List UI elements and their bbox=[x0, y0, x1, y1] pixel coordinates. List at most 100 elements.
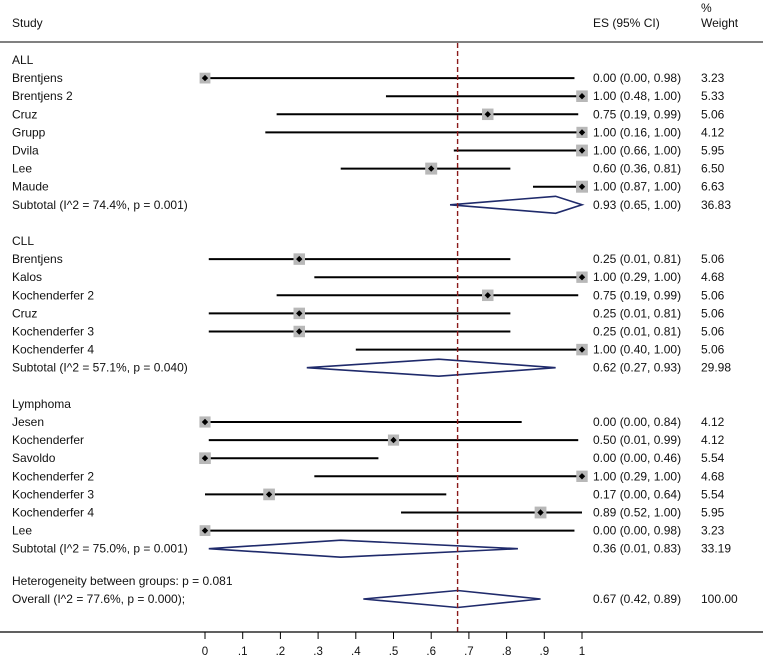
group-lymphoma-study-4-ci-text: 1.00 (0.29, 1.00) bbox=[593, 469, 681, 483]
group-lymphoma-study-4-point bbox=[578, 473, 586, 480]
header-study: Study bbox=[12, 16, 43, 30]
x-tick-label-5: .5 bbox=[389, 646, 399, 658]
group-cll-study-3-ci-text: 0.75 (0.19, 0.99) bbox=[593, 288, 681, 302]
x-tick-label-7: .7 bbox=[464, 646, 474, 658]
group-cll-study-4-weight-text: 5.06 bbox=[701, 306, 725, 320]
group-lymphoma-study-6-label: Kochenderfer 4 bbox=[12, 506, 94, 520]
group-all-title: ALL bbox=[12, 53, 34, 67]
group-all-study-5-point bbox=[578, 147, 586, 154]
group-all-study-4-ci-text: 1.00 (0.16, 1.00) bbox=[593, 125, 681, 139]
group-all-study-6-label: Lee bbox=[12, 162, 32, 176]
group-all-subtotal-label: Subtotal (I^2 = 74.4%, p = 0.001) bbox=[12, 198, 188, 212]
overall-weight-text: 100.00 bbox=[701, 592, 738, 606]
group-cll-study-2-point bbox=[578, 274, 586, 281]
group-all-study-5-ci-text: 1.00 (0.66, 1.00) bbox=[593, 144, 681, 158]
group-cll-study-5-label: Kochenderfer 3 bbox=[12, 325, 94, 339]
group-cll-subtotal-ci-text: 0.62 (0.27, 0.93) bbox=[593, 361, 681, 375]
column-headers: Study ES (95% CI)%Weight bbox=[0, 1, 763, 43]
group-cll-study-6-label: Kochenderfer 4 bbox=[12, 343, 94, 357]
x-tick-label-0: 0 bbox=[202, 646, 208, 658]
group-cll-study-1-weight-text: 5.06 bbox=[701, 252, 725, 266]
group-all-subtotal-weight-text: 36.83 bbox=[701, 198, 731, 212]
group-lymphoma-study-5-ci-text: 0.17 (0.00, 0.64) bbox=[593, 487, 681, 501]
group-cll-title: CLL bbox=[12, 234, 34, 248]
group-lymphoma-study-2-label: Kochenderfer bbox=[12, 433, 84, 447]
x-tick-label-9: .9 bbox=[540, 646, 550, 658]
overall-ci-text: 0.67 (0.42, 0.89) bbox=[593, 592, 681, 606]
group-all-study-3-ci-text: 0.75 (0.19, 0.99) bbox=[593, 107, 681, 121]
group-cll-study-5-weight-text: 5.06 bbox=[701, 325, 725, 339]
group-all-study-4-point bbox=[578, 129, 586, 136]
group-all-study-6-weight-text: 6.50 bbox=[701, 162, 725, 176]
group-cll-subtotal-label: Subtotal (I^2 = 57.1%, p = 0.040) bbox=[12, 361, 188, 375]
group-lymphoma-study-5-label: Kochenderfer 3 bbox=[12, 487, 94, 501]
group-cll-study-4-label: Cruz bbox=[12, 306, 37, 320]
group-lymphoma-study-3-label: Savoldo bbox=[12, 451, 56, 465]
group-all-study-6-point bbox=[428, 165, 435, 172]
group-all-study-3-weight-text: 5.06 bbox=[701, 107, 725, 121]
group-cll-subtotal-weight-text: 29.98 bbox=[701, 361, 731, 375]
group-all-study-3-point bbox=[484, 111, 491, 118]
group-all-study-7-label: Maude bbox=[12, 180, 49, 194]
group-lymphoma-study-1-ci-text: 0.00 (0.00, 0.84) bbox=[593, 415, 681, 429]
group-all-subtotal-diamond bbox=[449, 195, 585, 215]
group-all-study-7-point bbox=[578, 183, 586, 190]
group-all-study-2-point bbox=[578, 93, 586, 100]
heterogeneity-text: Heterogeneity between groups: p = 0.081 bbox=[12, 574, 233, 588]
group-all-study-2-ci-text: 1.00 (0.48, 1.00) bbox=[593, 89, 681, 103]
group-lymphoma-study-3-ci-text: 0.00 (0.00, 0.46) bbox=[593, 451, 681, 465]
group-lymphoma-study-4-label: Kochenderfer 2 bbox=[12, 469, 94, 483]
group-all-study-4-weight-text: 4.12 bbox=[701, 125, 725, 139]
group-lymphoma-study-6-weight-text: 5.95 bbox=[701, 506, 725, 520]
group-cll-study-6-ci-text: 1.00 (0.40, 1.00) bbox=[593, 343, 681, 357]
group-lymphoma-study-1-point bbox=[201, 418, 209, 426]
group-lymphoma-study-5-point bbox=[265, 491, 273, 498]
x-tick-label-8: .8 bbox=[502, 646, 512, 658]
group-cll-study-6-point bbox=[578, 346, 586, 353]
group-cll-study-1-label: Brentjens bbox=[12, 252, 63, 266]
group-all-study-1-weight-text: 3.23 bbox=[701, 71, 725, 85]
group-all-study-1-ci-text: 0.00 (0.00, 0.98) bbox=[593, 71, 681, 85]
group-all-study-5-label: Dvila bbox=[12, 144, 39, 158]
group-lymphoma-study-7-weight-text: 3.23 bbox=[701, 524, 725, 538]
x-tick-label-6: .6 bbox=[426, 646, 436, 658]
group-all-study-7-weight-text: 6.63 bbox=[701, 180, 725, 194]
x-tick-label-4: .4 bbox=[351, 646, 361, 658]
group-cll-study-3-weight-text: 5.06 bbox=[701, 288, 725, 302]
x-tick-label-1: .1 bbox=[238, 646, 248, 658]
overall-label: Overall (I^2 = 77.6%, p = 0.000); bbox=[12, 592, 185, 606]
group-lymphoma-study-5-weight-text: 5.54 bbox=[701, 487, 725, 501]
group-all-subtotal-ci-text: 0.93 (0.65, 1.00) bbox=[593, 198, 681, 212]
header-weight-percent: % bbox=[701, 1, 712, 15]
group-cll-study-6-weight-text: 5.06 bbox=[701, 343, 725, 357]
x-tick-label-10: 1 bbox=[579, 646, 585, 658]
group-lymphoma-subtotal-diamond bbox=[208, 539, 518, 559]
group-cll-study-1-point bbox=[296, 255, 303, 263]
group-cll-study-2-weight-text: 4.68 bbox=[701, 270, 725, 284]
group-all-study-2-label: Brentjens 2 bbox=[12, 89, 73, 103]
group-lymphoma-study-6-point bbox=[537, 509, 544, 516]
overall-diamond bbox=[363, 589, 541, 609]
group-all-study-3-label: Cruz bbox=[12, 107, 37, 121]
group-lymphoma-subtotal-label: Subtotal (I^2 = 75.0%, p = 0.001) bbox=[12, 542, 188, 556]
x-tick-label-2: .2 bbox=[276, 646, 286, 658]
group-all-study-5-weight-text: 5.95 bbox=[701, 144, 725, 158]
group-cll-study-2-label: Kalos bbox=[12, 270, 42, 284]
group-cll-study-5-point bbox=[296, 328, 303, 335]
group-lymphoma-study-1-weight-text: 4.12 bbox=[701, 415, 725, 429]
group-lymphoma-study-7-point bbox=[201, 527, 209, 534]
group-lymphoma-study-7-label: Lee bbox=[12, 524, 32, 538]
x-tick-label-3: .3 bbox=[313, 646, 323, 658]
plot-rows: ALL Brentjens 0.00 (0.00, 0.98) 3.23 Brentje… bbox=[12, 43, 738, 632]
group-all-study-1-label: Brentjens bbox=[12, 71, 63, 85]
header-es: ES (95% CI) bbox=[593, 16, 660, 30]
group-cll-study-3-point bbox=[484, 292, 491, 299]
group-lymphoma-study-1-label: Jesen bbox=[12, 415, 44, 429]
group-lymphoma-study-4-weight-text: 4.68 bbox=[701, 469, 725, 483]
group-lymphoma-study-2-point bbox=[390, 436, 397, 444]
group-all-study-4-label: Grupp bbox=[12, 125, 46, 139]
group-all-study-2-weight-text: 5.33 bbox=[701, 89, 725, 103]
x-axis: 0 .1 .2 .3 .4 .5 .6 .7 .8 .9 1 bbox=[0, 631, 763, 658]
group-lymphoma-study-3-point bbox=[201, 455, 209, 462]
